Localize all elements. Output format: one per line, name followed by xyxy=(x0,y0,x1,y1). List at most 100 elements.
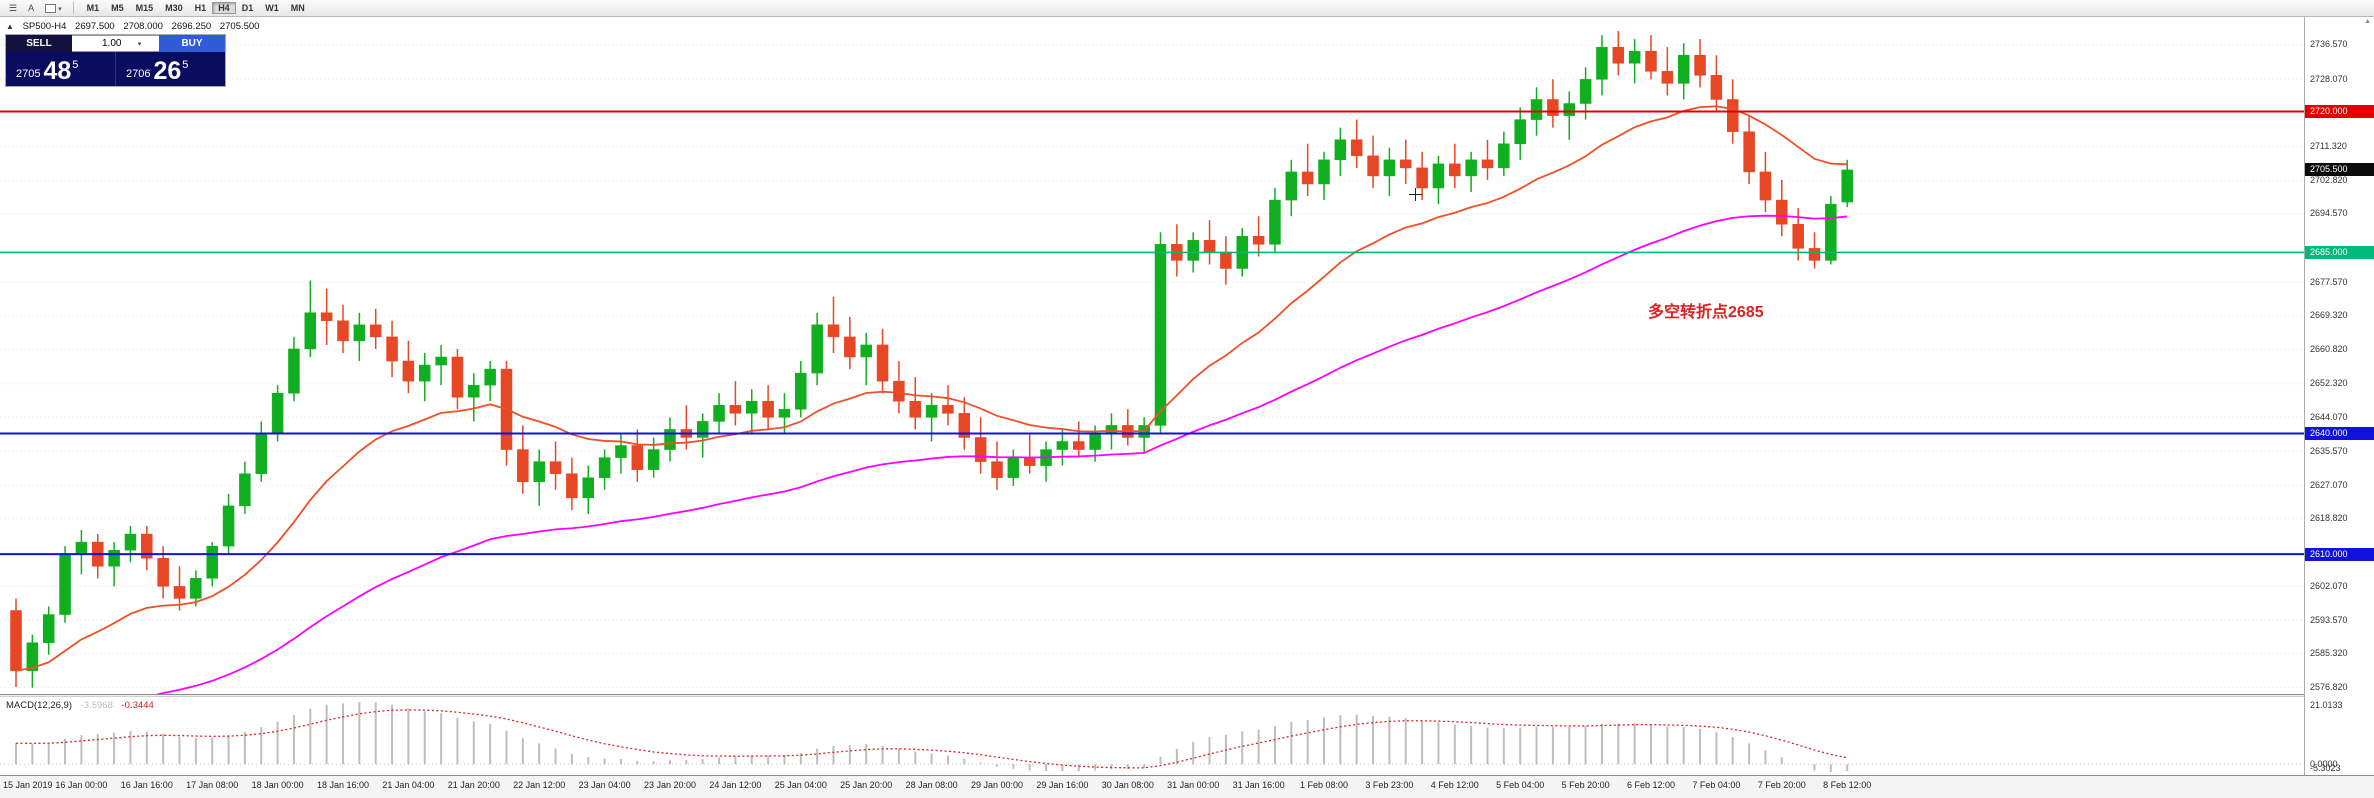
macd-main-value: -3.5968 xyxy=(80,700,113,711)
close-value: 2705.500 xyxy=(219,21,260,32)
text-tool-button[interactable]: A xyxy=(28,3,35,13)
price-tick-label: 2618.820 xyxy=(2310,513,2348,524)
price-tick-label: 2660.820 xyxy=(2310,344,2348,355)
time-axis-label: 16 Jan 16:00 xyxy=(120,780,173,790)
timeframe-button-m5[interactable]: M5 xyxy=(111,3,124,13)
time-axis-label: 23 Jan 20:00 xyxy=(643,780,697,790)
price-tick-label: 2644.070 xyxy=(2310,411,2348,422)
time-axis-label: 28 Jan 08:00 xyxy=(905,780,958,790)
price-tick-label: 2652.320 xyxy=(2310,378,2348,389)
chart-shift-marker[interactable]: ▲ xyxy=(2364,18,2371,25)
macd-axis-max: 21.0133 xyxy=(2310,700,2343,710)
timeframe-button-h1[interactable]: H1 xyxy=(194,3,207,13)
timeframe-button-m15[interactable]: M15 xyxy=(135,3,154,13)
macd-axis-zero: 0.0000 xyxy=(2310,759,2338,770)
price-tick-label: 2627.070 xyxy=(2310,479,2348,490)
support-line-label: 2640.000 xyxy=(2305,426,2374,440)
macd-signal-line xyxy=(15,709,1848,769)
volume-input[interactable] xyxy=(89,37,134,50)
price-tick-label: 2593.570 xyxy=(2310,614,2348,625)
time-axis-label: 29 Jan 16:00 xyxy=(1036,780,1089,790)
time-axis-label: 22 Jan 12:00 xyxy=(513,780,566,790)
ask-quote[interactable]: 2706 26 5 xyxy=(115,52,225,86)
price-tick-label: 2669.320 xyxy=(2310,309,2348,320)
chart-annotation-text[interactable]: 多空转折点2685 xyxy=(1648,304,1764,321)
time-axis-label: 4 Feb 12:00 xyxy=(1430,780,1479,790)
time-axis-label: 1 Feb 08:00 xyxy=(1299,780,1349,790)
time-axis[interactable]: 15 Jan 2019 16 Jan 00:00 16 Jan 16:00 17 Ja… xyxy=(0,775,2374,798)
time-axis-label: 5 Feb 20:00 xyxy=(1561,780,1610,790)
bid-pips: 48 xyxy=(43,57,72,85)
candles xyxy=(10,31,1853,688)
macd-indicator-label: MACD(12,26,9) -3.5968 -0.3444 xyxy=(6,700,154,711)
trade-buttons-row: SELL ▾ BUY xyxy=(6,35,225,52)
buy-button[interactable]: BUY xyxy=(159,35,225,52)
resistance-line-label: 2720.000 xyxy=(2305,105,2374,119)
open-value: 2697.500 xyxy=(75,21,115,32)
macd-signal-value: -0.3444 xyxy=(121,700,154,711)
time-axis-label: 17 Jan 08:00 xyxy=(186,780,239,790)
time-axis-label: 30 Jan 08:00 xyxy=(1101,780,1154,790)
price-tick-label: 2585.320 xyxy=(2310,647,2348,658)
bid-quote[interactable]: 2705 48 5 xyxy=(6,52,115,86)
trade-panel-collapse-icon[interactable]: ▲ xyxy=(6,22,14,31)
timeframe-button-m30[interactable]: M30 xyxy=(165,3,183,13)
time-axis-label: 18 Jan 00:00 xyxy=(251,780,304,790)
bid-pipette: 5 xyxy=(72,59,79,71)
high-value: 2708.000 xyxy=(123,21,163,32)
time-axis-label: 7 Feb 20:00 xyxy=(1757,780,1806,790)
symbol-label: SP500-H4 xyxy=(22,21,67,32)
one-click-trading-panel: SELL ▾ BUY 2705 48 5 2706 26 5 xyxy=(6,35,225,86)
price-tick-label: 2635.570 xyxy=(2310,445,2348,456)
timeframe-button-m1[interactable]: M1 xyxy=(86,3,100,13)
bid-main: 2705 xyxy=(16,68,41,80)
cursor-crosshair xyxy=(1409,188,1422,201)
time-axis-label: 25 Jan 04:00 xyxy=(774,780,827,790)
price-scale[interactable]: ▲ 21.0133 0.0000 -5.3023 2736.570 2728.07… xyxy=(2304,17,2374,775)
objects-tool-button[interactable]: ▾ xyxy=(41,1,66,15)
timeframe-button-mn[interactable]: MN xyxy=(290,3,305,13)
macd-histogram xyxy=(15,701,1849,772)
time-axis-label: 7 Feb 04:00 xyxy=(1692,780,1741,790)
pivot-line-label: 2685.000 xyxy=(2305,245,2374,259)
timeframe-bar: M1 M5 M15 M30 H1 H4 D1 W1 MN xyxy=(81,1,311,15)
time-axis-label: 3 Feb 23:00 xyxy=(1365,780,1414,790)
ask-main: 2706 xyxy=(126,68,151,80)
quote-display: 2705 48 5 2706 26 5 xyxy=(6,52,225,86)
time-axis-label: 25 Jan 20:00 xyxy=(840,780,893,790)
macd-name: MACD(12,26,9) xyxy=(6,700,72,711)
time-axis-label: 21 Jan 20:00 xyxy=(447,780,500,790)
menu-icon[interactable]: ☰ xyxy=(9,3,18,13)
time-axis-label: 16 Jan 00:00 xyxy=(55,780,108,790)
low-value: 2696.250 xyxy=(171,21,212,32)
grid-lines xyxy=(0,44,2304,689)
sell-button[interactable]: SELL xyxy=(6,35,72,52)
volume-box: ▾ xyxy=(72,35,159,52)
volume-dropdown-icon[interactable]: ▾ xyxy=(137,40,142,48)
current-price-label: 2705.500 xyxy=(2305,163,2374,177)
ask-pips: 26 xyxy=(153,57,182,85)
price-chart[interactable] xyxy=(0,17,2304,695)
price-tick-label: 2711.320 xyxy=(2310,140,2347,151)
shapes-icon xyxy=(45,4,57,14)
toolbar-separator xyxy=(72,2,74,14)
time-axis-label: 23 Jan 04:00 xyxy=(578,780,631,790)
time-axis-label: 31 Jan 16:00 xyxy=(1232,780,1285,790)
time-axis-label: 18 Jan 16:00 xyxy=(316,780,370,790)
time-axis-label: 15 Jan 2019 xyxy=(3,780,53,790)
macd-indicator-chart[interactable] xyxy=(0,697,2304,775)
top-toolbar: ☰ A ▾ M1 M5 M15 M30 H1 H4 D1 W1 MN xyxy=(0,0,2374,17)
time-axis-label: 29 Jan 00:00 xyxy=(970,780,1024,790)
ma-fast-line xyxy=(15,105,1848,672)
price-tick-label: 2702.820 xyxy=(2310,175,2348,186)
panel-splitter[interactable] xyxy=(0,694,2374,697)
support-line-label: 2610.000 xyxy=(2305,547,2374,561)
timeframe-button-d1[interactable]: D1 xyxy=(241,3,254,13)
price-tick-label: 2576.820 xyxy=(2310,682,2348,693)
timeframe-button-w1[interactable]: W1 xyxy=(265,3,279,13)
timeframe-button-h4[interactable]: H4 xyxy=(212,2,236,14)
price-tick-label: 2736.570 xyxy=(2310,39,2348,50)
macd-axis-min: -5.3023 xyxy=(2310,763,2341,773)
ma-slow-line xyxy=(151,214,1848,695)
